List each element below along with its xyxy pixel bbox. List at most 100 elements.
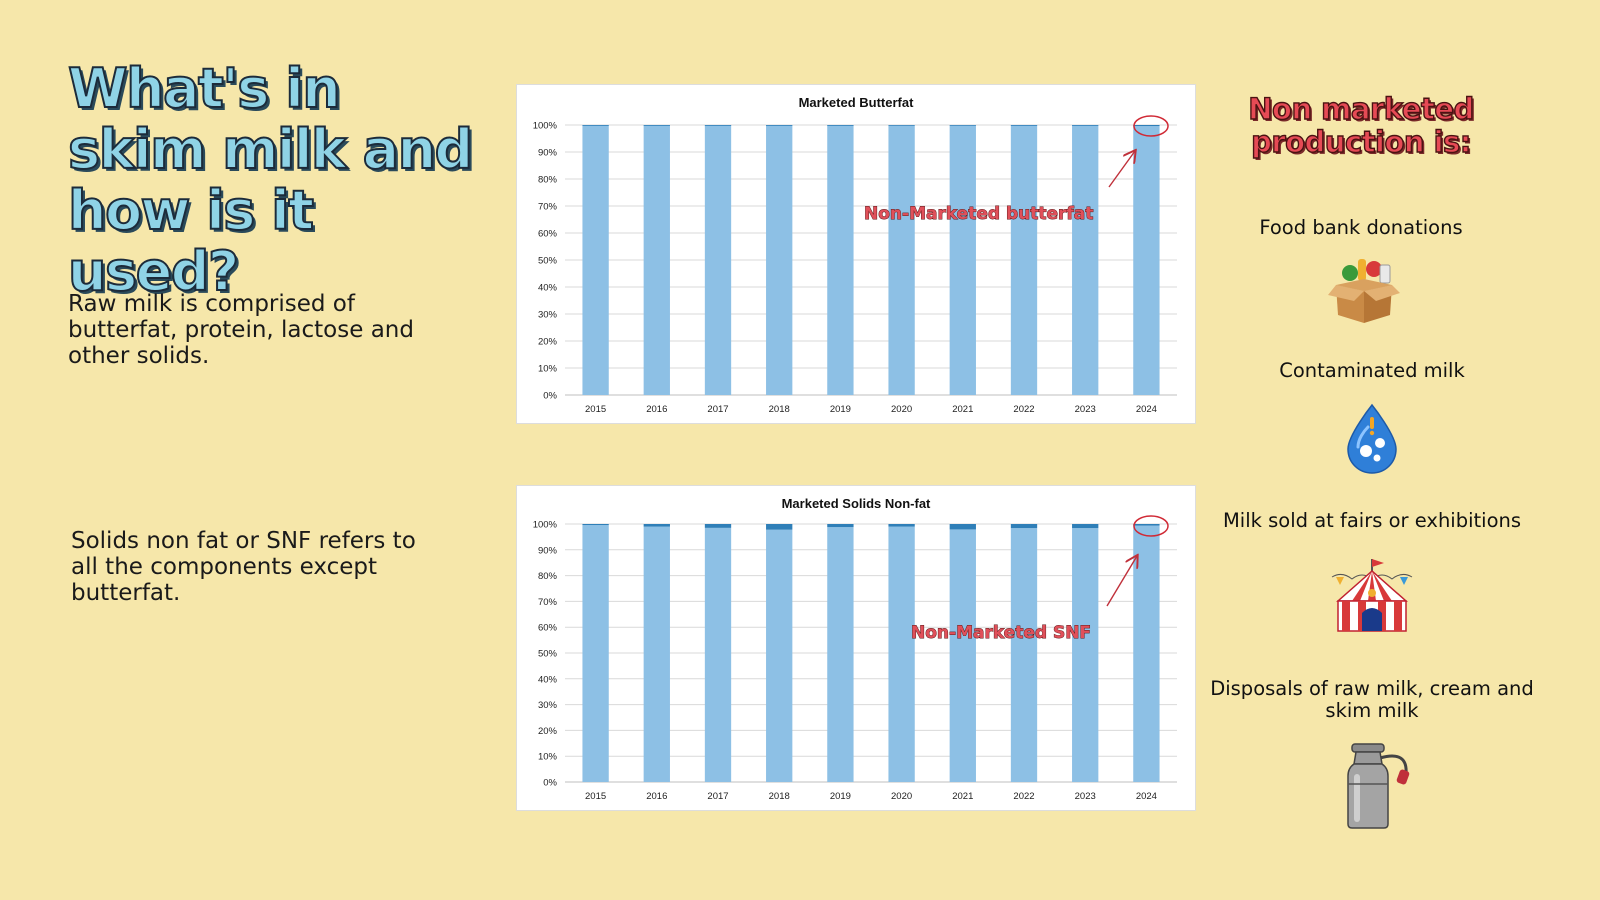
bar-non-marketed xyxy=(766,524,793,530)
y-tick-label: 100% xyxy=(533,520,558,531)
x-tick-label: 2018 xyxy=(769,791,790,802)
x-tick-label: 2017 xyxy=(707,791,728,802)
highlight-circle xyxy=(1133,115,1169,137)
annotation-label: Non-Marketed SNF xyxy=(911,623,1091,643)
butterfat-chart: Marketed Butterfat 2015 2016 2017 2018 2019 2… xyxy=(516,84,1196,424)
bar-non-marketed xyxy=(766,125,793,126)
y-tick-label: 40% xyxy=(538,283,558,294)
y-tick-label: 30% xyxy=(538,310,558,321)
y-tick-label: 60% xyxy=(538,623,558,634)
bar-marketed xyxy=(704,125,732,395)
bar-non-marketed xyxy=(1010,125,1038,126)
bar-marketed xyxy=(949,125,976,395)
x-tick-label: 2016 xyxy=(646,404,667,415)
bar-non-marketed xyxy=(949,125,976,126)
bar-marketed xyxy=(1133,525,1160,782)
x-tick-label: 2021 xyxy=(952,404,973,415)
y-tick-label: 90% xyxy=(538,545,558,556)
x-tick-label: 2024 xyxy=(1136,404,1157,415)
item-fairs-exhibitions: Milk sold at fairs or exhibitions xyxy=(1222,509,1522,532)
bar-marketed xyxy=(888,125,915,395)
highlight-circle xyxy=(1133,515,1169,537)
chart-title: Marketed Butterfat xyxy=(799,95,915,110)
y-tick-label: 80% xyxy=(538,175,558,186)
bar-marketed xyxy=(1072,125,1099,395)
y-tick-label: 40% xyxy=(538,674,558,685)
non-marketed-heading: Non marketed production is: xyxy=(1248,92,1475,159)
bar-non-marketed xyxy=(888,524,915,527)
y-tick-label: 90% xyxy=(538,148,558,159)
bar-marketed xyxy=(888,526,915,782)
y-tick-label: 50% xyxy=(538,649,558,660)
x-tick-label: 2020 xyxy=(891,791,912,802)
x-tick-label: 2022 xyxy=(1013,404,1034,415)
bar-non-marketed xyxy=(704,125,732,126)
y-tick-label: 70% xyxy=(538,597,558,608)
butterfat-chart-svg: Marketed Butterfat 2015 2016 2017 2018 2019 2… xyxy=(533,95,1177,415)
bar-non-marketed xyxy=(827,125,854,126)
x-tick-label: 2017 xyxy=(707,404,728,415)
y-tick-label: 80% xyxy=(538,571,558,582)
page-title: What's in skim milk and how is it used? xyxy=(67,57,474,303)
y-tick-label: 10% xyxy=(538,364,558,375)
x-tick-label: 2019 xyxy=(830,404,851,415)
bar-non-marketed xyxy=(643,524,670,527)
x-tick-label: 2015 xyxy=(585,404,606,415)
bar-non-marketed xyxy=(1072,524,1099,529)
bar-non-marketed xyxy=(1010,524,1038,529)
y-tick-label: 20% xyxy=(538,726,558,737)
x-tick-label: 2022 xyxy=(1013,791,1034,802)
bar-marketed xyxy=(766,529,793,782)
bar-non-marketed xyxy=(582,125,609,126)
x-tick-label: 2024 xyxy=(1136,791,1157,802)
chart-title: Marketed Solids Non-fat xyxy=(782,496,931,511)
bar-non-marketed xyxy=(949,524,976,530)
item-disposals: Disposals of raw milk, cream and skim mi… xyxy=(1210,677,1534,722)
snf-chart: Marketed Solids Non-fat 2015 2016 2017 2018… xyxy=(516,485,1196,811)
bar-marketed xyxy=(1072,528,1099,782)
milk-can-icon xyxy=(1347,743,1410,829)
x-tick-label: 2016 xyxy=(646,791,667,802)
y-tick-label: 0% xyxy=(543,778,557,789)
y-tick-label: 20% xyxy=(538,337,558,348)
contaminated-drop-icon xyxy=(1347,403,1397,474)
bar-marketed xyxy=(643,526,670,782)
y-tick-label: 30% xyxy=(538,700,558,711)
x-tick-label: 2020 xyxy=(891,404,912,415)
annotation-arrow xyxy=(1108,151,1135,188)
x-tick-label: 2018 xyxy=(769,404,790,415)
y-tick-label: 0% xyxy=(543,391,557,402)
annotation-arrow xyxy=(1106,556,1137,607)
y-tick-label: 50% xyxy=(538,256,558,267)
bar-marketed xyxy=(827,527,854,782)
item-contaminated-milk: Contaminated milk xyxy=(1279,359,1465,382)
y-tick-label: 10% xyxy=(538,752,558,763)
x-tick-label: 2023 xyxy=(1075,791,1096,802)
annotation-label: Non-Marketed butterfat xyxy=(864,204,1093,224)
circus-tent-icon xyxy=(1331,559,1413,632)
bar-marketed xyxy=(1010,125,1038,395)
bar-non-marketed xyxy=(582,524,609,526)
y-tick-label: 60% xyxy=(538,229,558,240)
bar-marketed xyxy=(1010,528,1038,782)
item-food-bank: Food bank donations xyxy=(1259,216,1463,239)
x-tick-label: 2015 xyxy=(585,791,606,802)
snf-description: Solids non fat or SNF refers to all the … xyxy=(71,528,416,606)
food-box-icon xyxy=(1328,259,1400,323)
x-tick-label: 2023 xyxy=(1075,404,1096,415)
bar-marketed xyxy=(827,125,854,395)
bar-marketed xyxy=(704,527,732,782)
y-tick-label: 100% xyxy=(533,121,558,132)
bar-marketed xyxy=(1133,126,1160,395)
y-tick-label: 70% xyxy=(538,202,558,213)
bar-non-marketed xyxy=(1133,524,1160,526)
bar-marketed xyxy=(643,125,670,395)
bar-marketed xyxy=(766,125,793,395)
bar-non-marketed xyxy=(1133,125,1160,127)
bar-non-marketed xyxy=(704,524,732,528)
raw-milk-description: Raw milk is comprised of butterfat, prot… xyxy=(68,291,414,369)
bar-non-marketed xyxy=(888,125,915,126)
bar-non-marketed xyxy=(643,125,670,126)
bar-non-marketed xyxy=(827,524,854,528)
snf-chart-svg: Marketed Solids Non-fat 2015 2016 2017 2018… xyxy=(533,496,1177,802)
